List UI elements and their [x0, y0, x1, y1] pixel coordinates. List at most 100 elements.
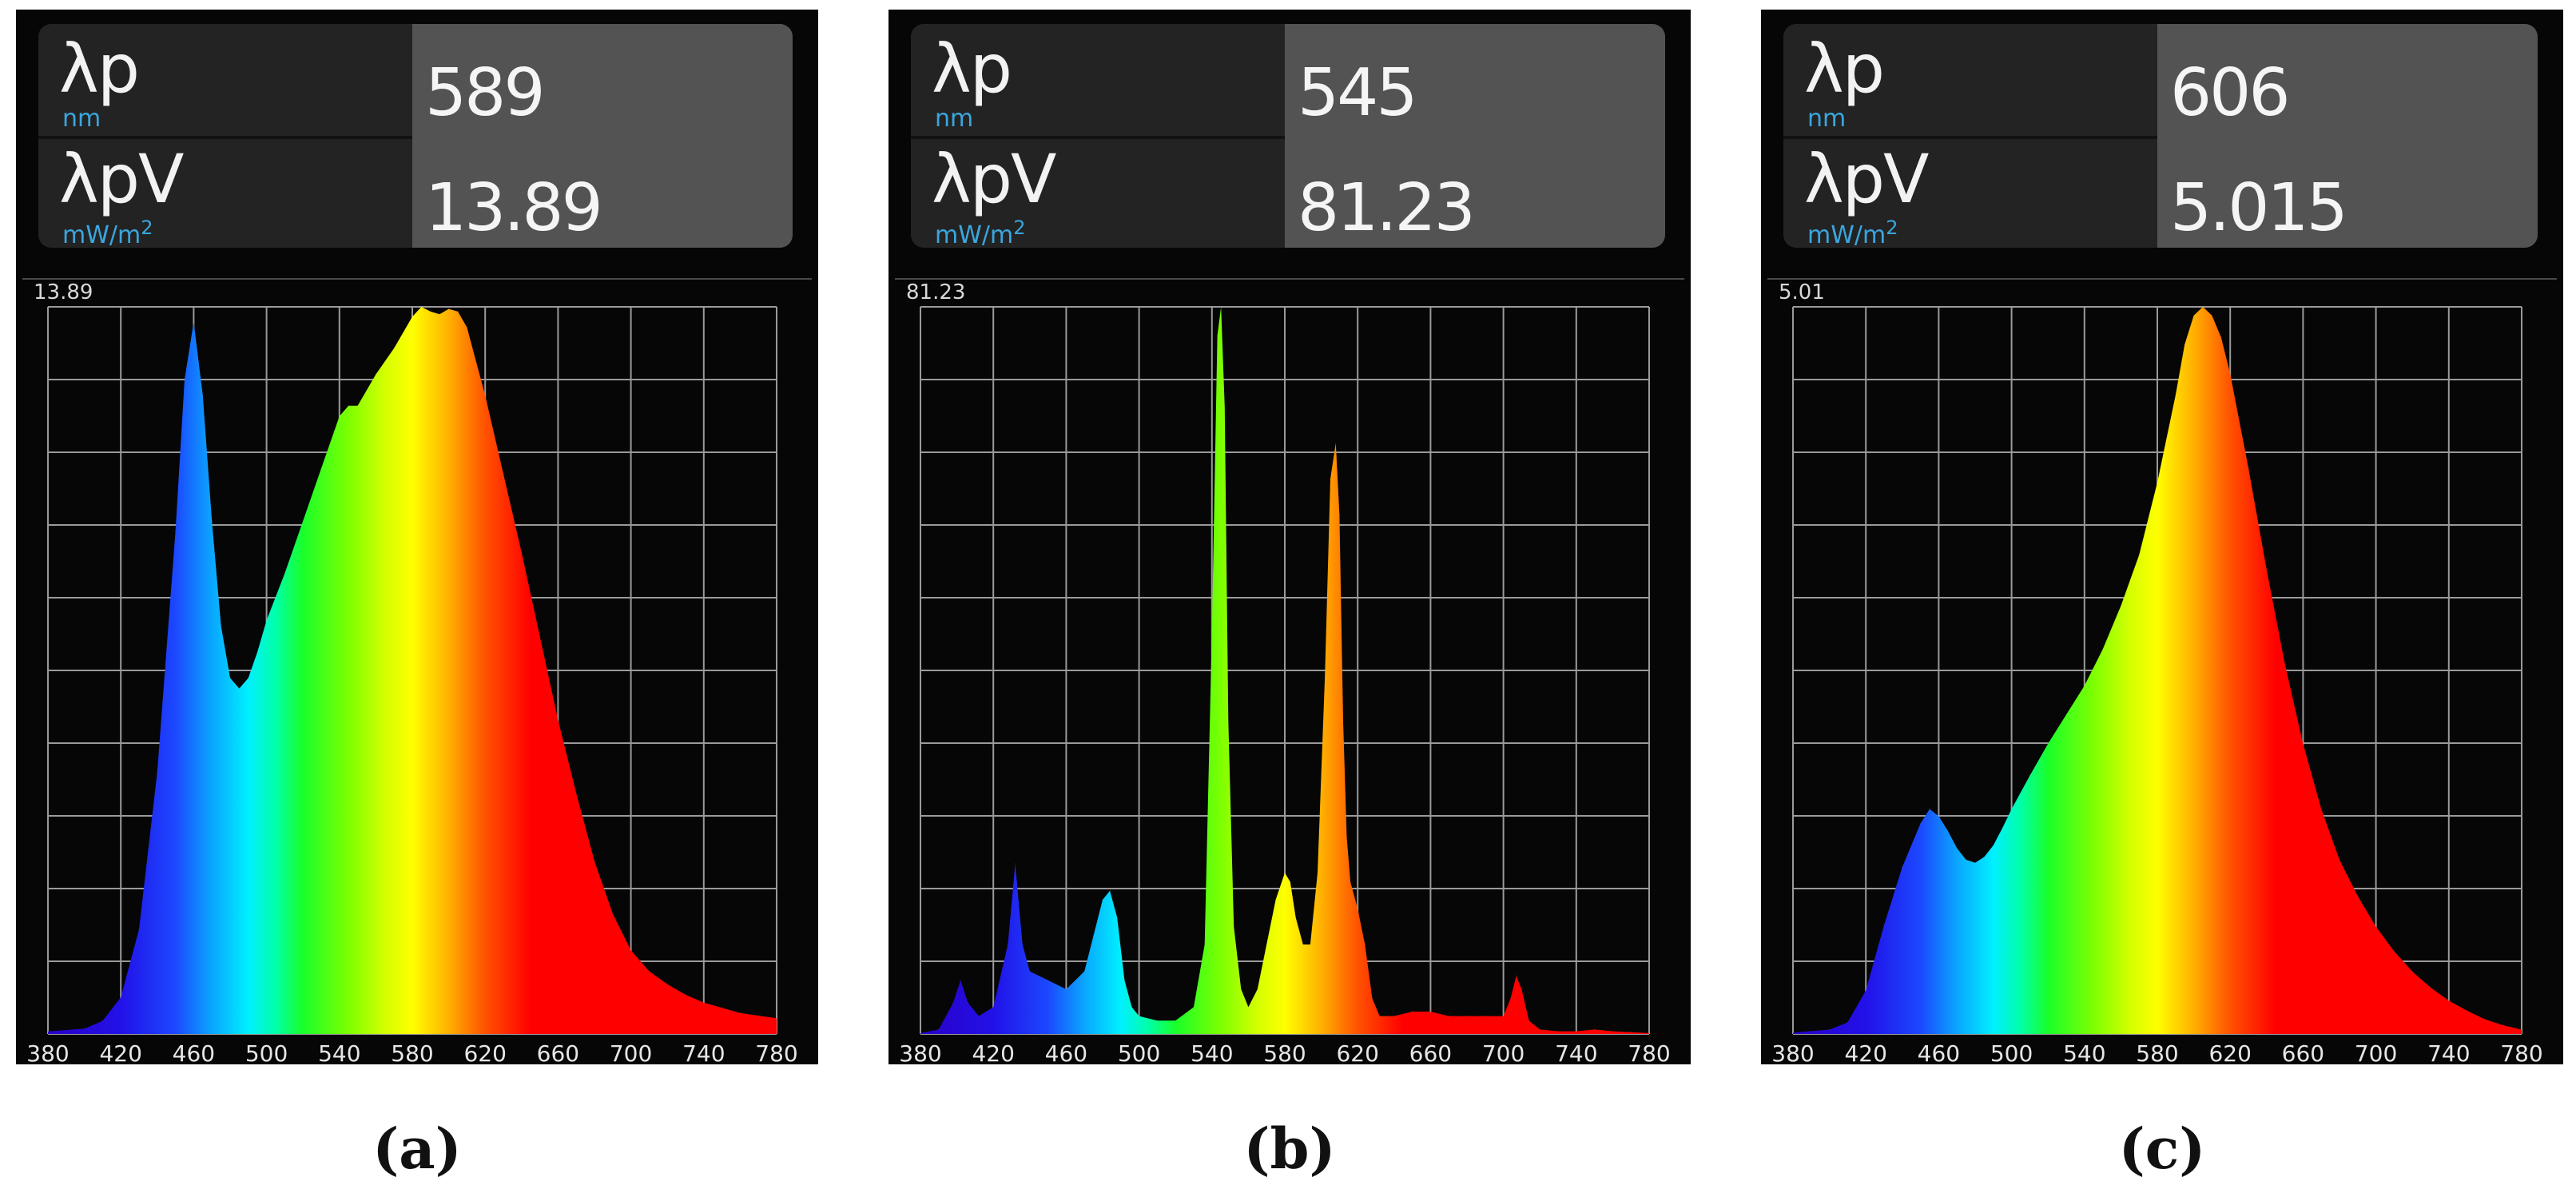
spectrum-point [120, 996, 122, 999]
spectrum-point [1539, 1028, 1541, 1031]
spectrum-point [1648, 1032, 1651, 1035]
spectrum-point [2101, 648, 2104, 650]
spectrum-point [447, 308, 450, 310]
peak-value-label: λpV [59, 140, 184, 218]
spectrum-point [1266, 943, 1268, 946]
spectrum-point [1357, 908, 1359, 910]
spectrum-point [1175, 1020, 1177, 1022]
spectrum-point [1247, 1006, 1250, 1008]
spectrum-point [1364, 943, 1366, 946]
x-tick-label: 780 [2500, 1040, 2542, 1064]
spectrum-point [429, 310, 431, 313]
spectrum-point [1465, 1015, 1469, 1017]
spectrum-point [2029, 774, 2031, 777]
x-tick-label: 740 [1555, 1040, 1597, 1064]
peak-value-unit: mW/m2 [62, 217, 153, 248]
peak-value-label: λpV [1804, 140, 1929, 218]
peak-value-label: λpV [932, 140, 1056, 218]
spectrum-point [775, 1017, 778, 1020]
spectrum-point [1316, 872, 1319, 874]
spectrum-point [952, 1001, 955, 1004]
spectrum-point [2393, 950, 2395, 952]
spectrum-chart-c: 380 420 460 500 540 580 620 660 700 740 780 [1771, 305, 2543, 1064]
spectrum-point [1346, 836, 1348, 838]
spectrum-point [1014, 862, 1016, 865]
spectrum-point [2447, 1000, 2450, 1002]
caption-b: (b) [1243, 1115, 1336, 1182]
spectrum-point [1484, 1015, 1486, 1017]
spectrum-point [992, 1006, 995, 1008]
spectrum-point [1028, 970, 1031, 972]
spectrum-point [238, 687, 241, 690]
spectrum-point [411, 316, 414, 318]
spectrum-point [193, 320, 195, 324]
peak-wavelength-value: 589 [425, 55, 546, 131]
spectrum-point [365, 389, 368, 392]
caption-a: (a) [372, 1115, 462, 1182]
readout-box: λp nm 545 λpV mW/m2 81.23 [911, 24, 1665, 248]
x-tick-label: 740 [2427, 1040, 2470, 1064]
spectrum-point [1092, 934, 1095, 937]
peak-wavelength-unit: nm [1807, 105, 1847, 133]
spectrum-point [1865, 989, 1867, 992]
x-tick-label: 660 [537, 1040, 579, 1064]
spectrum-point [1528, 1020, 1530, 1022]
x-tick-label: 700 [1482, 1040, 1525, 1064]
x-tick-label: 380 [899, 1040, 941, 1064]
spectrum-point [1007, 943, 1009, 946]
spectrum-point [2138, 554, 2141, 556]
spectrum-point [1630, 1031, 1632, 1034]
spectrum-point [1919, 822, 1922, 825]
x-tick-label: 380 [26, 1040, 69, 1064]
x-tick-label: 740 [682, 1040, 725, 1064]
spectrum-point [2375, 925, 2377, 928]
readout-divider [911, 136, 1285, 139]
spectrum-point [256, 650, 259, 653]
spectrum-point [2520, 1028, 2523, 1031]
spectrum-point [919, 1032, 922, 1035]
spectrum-point [2201, 305, 2204, 308]
spectrum-point [1847, 1021, 1849, 1024]
x-tick-label: 620 [2208, 1040, 2251, 1064]
spectrum-point [1227, 719, 1230, 722]
spectrum-chart-b: 380 420 460 500 540 580 620 660 700 740 780 [899, 305, 1671, 1064]
spectrum-point [684, 993, 687, 996]
readout-box: λp nm 589 λpV mW/m2 13.89 [38, 24, 793, 248]
y-max-label: 13.89 [34, 280, 93, 304]
spectrum-point [1203, 943, 1206, 946]
spectrum-point [183, 378, 186, 381]
spectrum-point [2120, 605, 2122, 607]
peak-wavelength-unit: nm [935, 105, 974, 133]
readout-value-box [2157, 24, 2538, 248]
header-rule [895, 278, 1684, 280]
x-tick-label: 620 [1336, 1040, 1378, 1064]
spectrum-point [338, 415, 340, 418]
spectrum-point [1334, 442, 1337, 444]
spectrum-point [1274, 898, 1277, 901]
spectrum-point [1047, 979, 1049, 982]
spectrum-point [375, 373, 377, 376]
spectrum-point [348, 404, 350, 407]
spectrum-point [201, 394, 204, 396]
x-tick-label: 540 [2063, 1040, 2105, 1064]
x-tick-label: 660 [2282, 1040, 2324, 1064]
spectrum-point [1210, 630, 1213, 633]
spectrum-point [2184, 344, 2186, 346]
spectrum-point [1429, 1010, 1432, 1013]
spectrum-point [502, 472, 505, 475]
spectrum-point [2083, 684, 2085, 687]
spectrum-point [1371, 997, 1373, 1000]
spectrum-point [1108, 889, 1111, 893]
spectrum-point [1349, 881, 1352, 883]
spectrum-area [48, 307, 777, 1034]
spectrum-point [1901, 865, 1903, 869]
spectrum-point [101, 1020, 104, 1022]
spectrum-point [2002, 826, 2004, 829]
spectrum-point [2466, 1009, 2468, 1012]
x-tick-label: 460 [1045, 1040, 1087, 1064]
spectrum-point [1575, 1030, 1577, 1032]
spectrum-point [393, 347, 396, 349]
x-tick-label: 380 [1771, 1040, 1814, 1064]
caption-c: (c) [2118, 1115, 2206, 1182]
spectrum-point [2320, 808, 2323, 810]
